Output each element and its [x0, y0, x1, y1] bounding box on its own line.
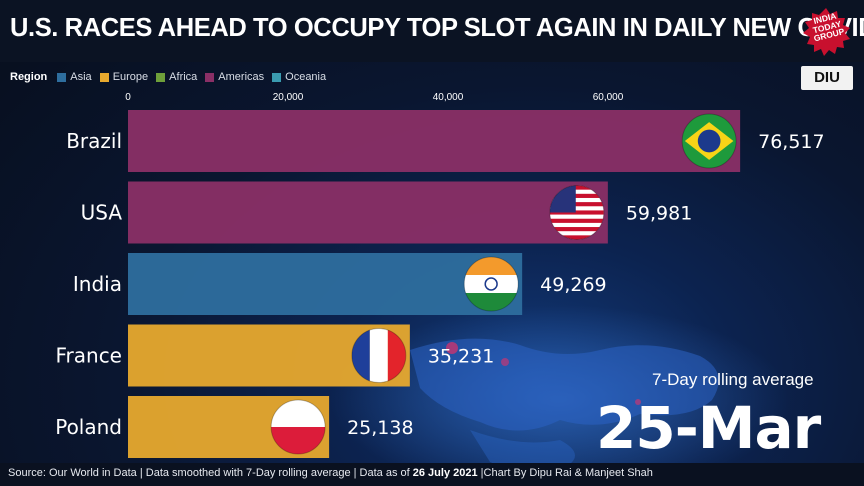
legend-swatch-europe	[99, 72, 109, 82]
value-label: 35,231	[428, 346, 494, 368]
poland-flag	[270, 399, 326, 455]
legend-swatch-africa	[156, 72, 166, 82]
bars: Brazil 76,517 USA 59,981 India 49,269 France 35…	[55, 110, 825, 458]
value-label: 59,981	[626, 203, 692, 225]
footer-source: Source: Our World in Data | Data smoothe…	[8, 467, 653, 479]
category-label: Brazil	[66, 129, 122, 153]
diu-badge: DIU	[801, 66, 853, 90]
rolling-average-label: 7-Day rolling average	[652, 370, 814, 389]
legend-swatch-oceania	[272, 72, 282, 82]
value-label: 76,517	[758, 131, 824, 153]
india-today-group-logo	[803, 8, 850, 56]
value-label: 49,269	[540, 274, 606, 296]
legend-label-asia: Asia	[70, 71, 92, 83]
x-tick-label: 40,000	[433, 92, 464, 103]
legend-item-americas: Americas	[205, 71, 264, 83]
badge-text: DIU	[814, 69, 840, 86]
value-label: 25,138	[347, 417, 413, 439]
legend-item-europe: Europe	[99, 71, 149, 83]
legend: Region Asia Europe Africa Americas Ocean…	[10, 70, 326, 84]
footer-source-text: Source: Our World in Data | Data smoothe…	[8, 467, 413, 479]
category-label: France	[55, 344, 122, 368]
footer-date: 26 July 2021	[412, 467, 478, 479]
bar-usa	[128, 181, 608, 244]
category-label: USA	[81, 201, 123, 225]
france-flag	[351, 328, 407, 383]
legend-title: Region	[10, 71, 48, 83]
world-map-background	[330, 305, 790, 486]
date-label: 25-Mar	[596, 394, 821, 462]
usa-flag	[549, 185, 605, 240]
category-label: Poland	[55, 415, 122, 439]
legend-label-europe: Europe	[112, 71, 149, 83]
x-tick-label: 60,000	[593, 92, 624, 103]
chart-title: U.S. RACES AHEAD TO OCCUPY TOP SLOT AGAI…	[10, 14, 864, 42]
india-flag	[463, 256, 519, 312]
legend-item-oceania: Oceania	[272, 71, 326, 83]
x-tick-label: 0	[125, 92, 131, 103]
legend-item-asia: Asia	[57, 71, 92, 83]
x-tick-label: 20,000	[273, 92, 304, 103]
legend-swatch-asia	[57, 72, 67, 82]
legend-label-americas: Americas	[218, 71, 265, 83]
footer-credit: |Chart By Dipu Rai & Manjeet Shah	[477, 467, 653, 479]
footer-bar	[0, 463, 864, 486]
legend-label-oceania: Oceania	[285, 71, 327, 83]
category-label: India	[73, 272, 122, 296]
legend-swatch-americas	[205, 72, 215, 82]
legend-item-africa: Africa	[156, 71, 197, 83]
x-axis: 0 20,000 40,000 60,000	[125, 92, 624, 103]
title-bar	[0, 0, 864, 62]
bar-india	[128, 253, 523, 315]
legend-label-africa: Africa	[169, 71, 198, 83]
bar-brazil	[128, 110, 741, 172]
brazil-flag	[681, 113, 737, 169]
